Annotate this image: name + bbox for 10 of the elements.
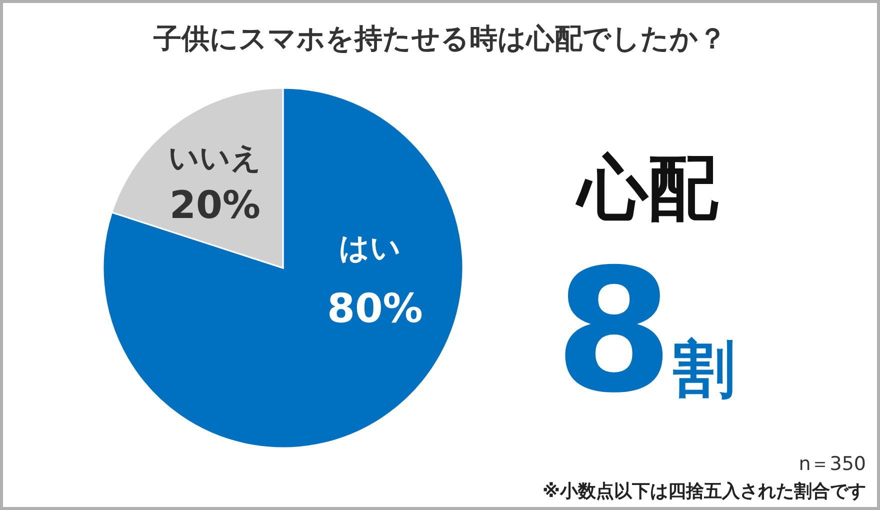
text: 心配 bbox=[575, 147, 719, 229]
pie-slice bbox=[102, 87, 464, 449]
chart-title: 子供にスマホを持たせる時は心配でしたか？ bbox=[152, 22, 726, 55]
text: n＝350 bbox=[798, 453, 866, 475]
data-label: 80% bbox=[327, 286, 423, 332]
slice-label: いいえ bbox=[168, 141, 262, 176]
text: 8割 bbox=[554, 233, 736, 431]
slice-label: はい bbox=[339, 231, 401, 266]
text: ※小数点以下は四捨五入された割合です bbox=[542, 481, 866, 502]
data-label: 20% bbox=[170, 183, 260, 227]
